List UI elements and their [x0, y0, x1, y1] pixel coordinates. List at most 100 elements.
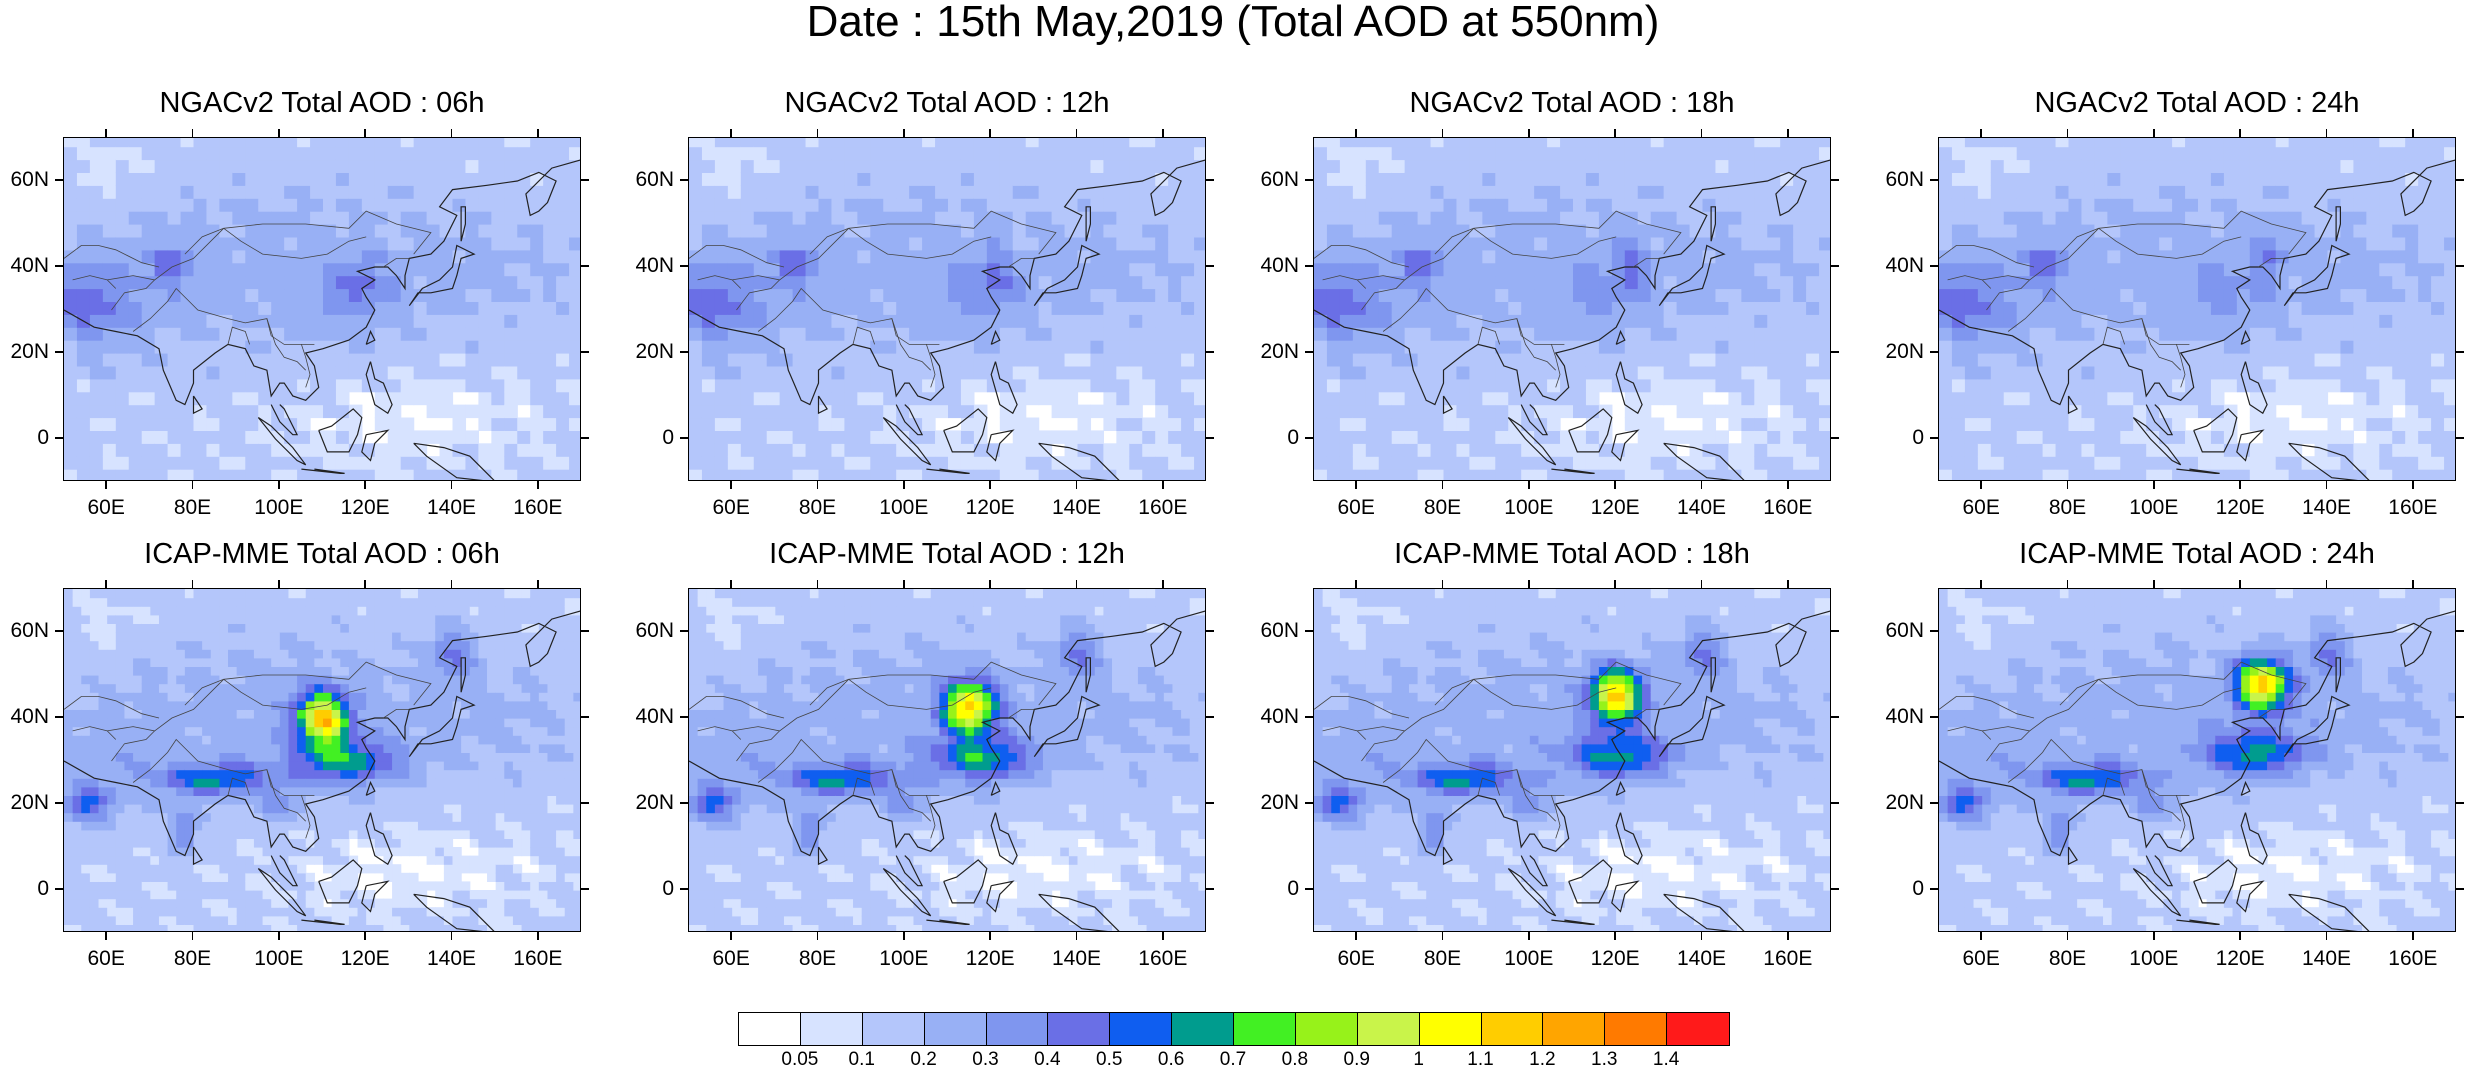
aod-cell [1430, 314, 1445, 328]
aod-cell [2159, 314, 2173, 328]
aod-cell [102, 262, 117, 277]
aod-cell [89, 632, 100, 642]
aod-cell [1430, 146, 1445, 161]
aod-cell [72, 761, 82, 771]
aod-cell [999, 275, 1014, 290]
aod-cell [150, 666, 160, 676]
aod-cell [2107, 146, 2121, 161]
aod-cell [1064, 314, 1079, 328]
aod-cell [1521, 365, 1535, 380]
aod-cell [2146, 314, 2160, 328]
aod-cell [857, 391, 871, 406]
aod-cell [2340, 198, 2354, 212]
aod-cell [124, 829, 134, 839]
aod-cell [831, 198, 845, 212]
aod-cell [1508, 456, 1522, 470]
aod-cell [2249, 236, 2264, 251]
aod-cell [1090, 185, 1104, 199]
aod-cell [2146, 275, 2160, 290]
aod-cell [818, 456, 833, 470]
aod-cell [2068, 456, 2083, 470]
aod-cell [89, 623, 100, 633]
aod-cell [141, 365, 156, 380]
aod-cell [2042, 417, 2057, 431]
aod-cell [1314, 146, 1328, 161]
aod-cell [206, 353, 220, 367]
aod-cell [2210, 146, 2225, 161]
aod-cell [1754, 172, 1768, 186]
lon-tick-mark [2412, 481, 2414, 489]
aod-cell [2314, 224, 2329, 238]
aod-cell [1741, 262, 1755, 277]
aod-cell [158, 735, 169, 745]
aod-cell [115, 786, 126, 796]
aod-cell [193, 340, 208, 354]
aod-cell [818, 314, 833, 328]
aod-cell [176, 890, 186, 900]
aod-cell [714, 327, 729, 341]
lon-tick-mark [537, 129, 539, 137]
aod-cell [2262, 224, 2277, 238]
aod-cell [714, 138, 729, 148]
aod-cell [1155, 404, 1169, 419]
aod-cell [98, 606, 108, 616]
aod-cell [64, 675, 74, 685]
aod-cell [180, 469, 195, 480]
aod-cell [1090, 159, 1104, 173]
aod-cell [1155, 365, 1169, 380]
aod-cell [102, 391, 117, 406]
aod-cell [1155, 224, 1169, 238]
aod-cell [999, 146, 1014, 161]
aod-cell [2068, 159, 2083, 173]
aod-cell [1676, 391, 1691, 406]
aod-cell [102, 198, 117, 212]
aod-cell [64, 847, 74, 857]
aod-cell [2249, 340, 2264, 354]
aod-cell [348, 224, 363, 238]
aod-cell [1116, 314, 1130, 328]
aod-field [1314, 138, 1830, 480]
aod-cell [374, 159, 389, 173]
aod-cell [1964, 198, 1979, 212]
aod-cell [102, 146, 117, 161]
aod-cell [1702, 340, 1717, 354]
aod-cell [154, 185, 169, 199]
aod-cell [1142, 185, 1156, 199]
aod-cell [1430, 185, 1445, 199]
aod-cell [2120, 469, 2134, 480]
aod-cell [844, 159, 858, 173]
aod-cell [1741, 288, 1755, 302]
aod-cell [1168, 262, 1182, 277]
aod-cell [1326, 391, 1341, 406]
aod-cell [154, 249, 169, 264]
aod-cell [1051, 146, 1066, 161]
aod-cell [2120, 340, 2134, 354]
aod-cell [2314, 443, 2329, 457]
aod-cell [1103, 224, 1117, 238]
aod-cell [1741, 224, 1755, 238]
aod-cell [1168, 365, 1182, 380]
aod-cell [1650, 198, 1665, 212]
aod-cell [271, 288, 285, 302]
aod-cell [2146, 365, 2160, 380]
aod-cell [2353, 275, 2367, 290]
aod-cell [1482, 236, 1496, 251]
aod-cell [1456, 456, 1470, 470]
aod-cell [167, 804, 177, 814]
aod-cell [335, 275, 350, 290]
aod-cell [1116, 138, 1130, 148]
aod-cell [76, 301, 91, 315]
aod-cell [2133, 391, 2147, 406]
aod-cell [1508, 224, 1522, 238]
aod-cell [452, 249, 467, 264]
aod-cell [2042, 469, 2057, 480]
aod-cell [1012, 404, 1027, 419]
aod-cell [1741, 365, 1755, 380]
aod-cell [2236, 185, 2251, 199]
aod-cell [1676, 262, 1691, 277]
aod-cell [158, 657, 169, 667]
aod-cell [150, 778, 160, 788]
aod-cell [128, 146, 143, 161]
aod-cell [935, 456, 949, 470]
aod-cell [1637, 262, 1652, 277]
